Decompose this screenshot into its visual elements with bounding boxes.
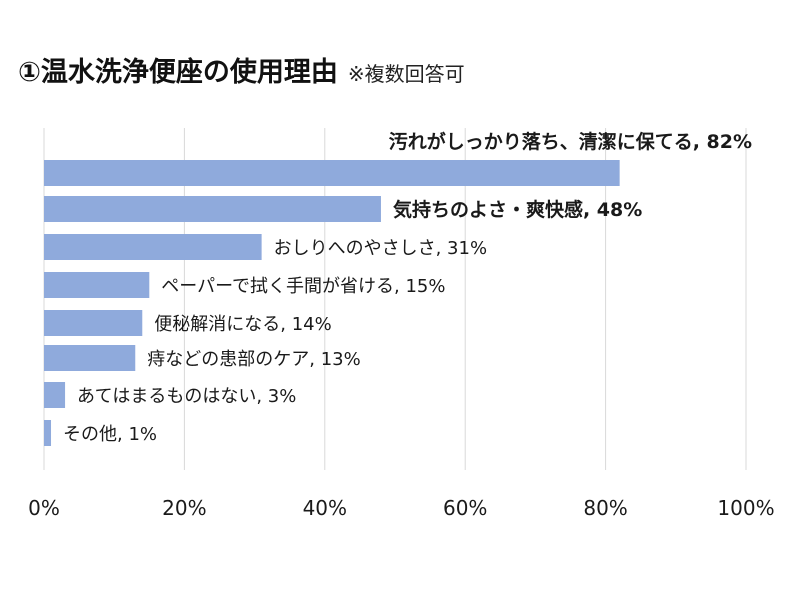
bar: [44, 234, 262, 260]
x-tick-label: 60%: [443, 496, 487, 520]
bar: [44, 420, 52, 446]
data-label: 汚れがしっかり落ち、清潔に保てる, 82%: [389, 130, 752, 153]
data-label: 痔などの患部のケア, 13%: [147, 349, 360, 370]
bar: [44, 382, 66, 408]
x-axis-ticks: 0% 20% 40% 60% 80% 100%: [28, 496, 774, 520]
x-tick-label: 40%: [303, 496, 347, 520]
data-label: おしりへのやさしさ, 31%: [274, 238, 487, 259]
bar: [44, 272, 150, 298]
x-tick-label: 100%: [717, 496, 774, 520]
data-label: 気持ちのよさ・爽快感, 48%: [393, 198, 642, 221]
data-label: ペーパーで拭く手間が省ける, 15%: [161, 276, 445, 297]
x-tick-label: 80%: [583, 496, 627, 520]
bar: [44, 310, 143, 336]
chart-title-text: ①温水洗浄便座の使用理由: [18, 57, 338, 88]
data-labels: 汚れがしっかり落ち、清潔に保てる, 82% 気持ちのよさ・爽快感, 48% おしりへ…: [63, 130, 752, 445]
bar: [44, 345, 136, 371]
data-label: その他, 1%: [63, 424, 157, 445]
data-label: 便秘解消になる, 14%: [154, 314, 331, 335]
bar: [44, 196, 381, 222]
chart-subtitle: ※複数回答可: [347, 62, 465, 86]
x-tick-label: 0%: [28, 496, 60, 520]
data-label: あてはまるものはない, 3%: [77, 386, 296, 407]
x-tick-label: 20%: [162, 496, 206, 520]
bars: [44, 160, 620, 446]
bar: [44, 160, 620, 186]
chart-title: ①温水洗浄便座の使用理由 ※複数回答可: [18, 50, 465, 89]
